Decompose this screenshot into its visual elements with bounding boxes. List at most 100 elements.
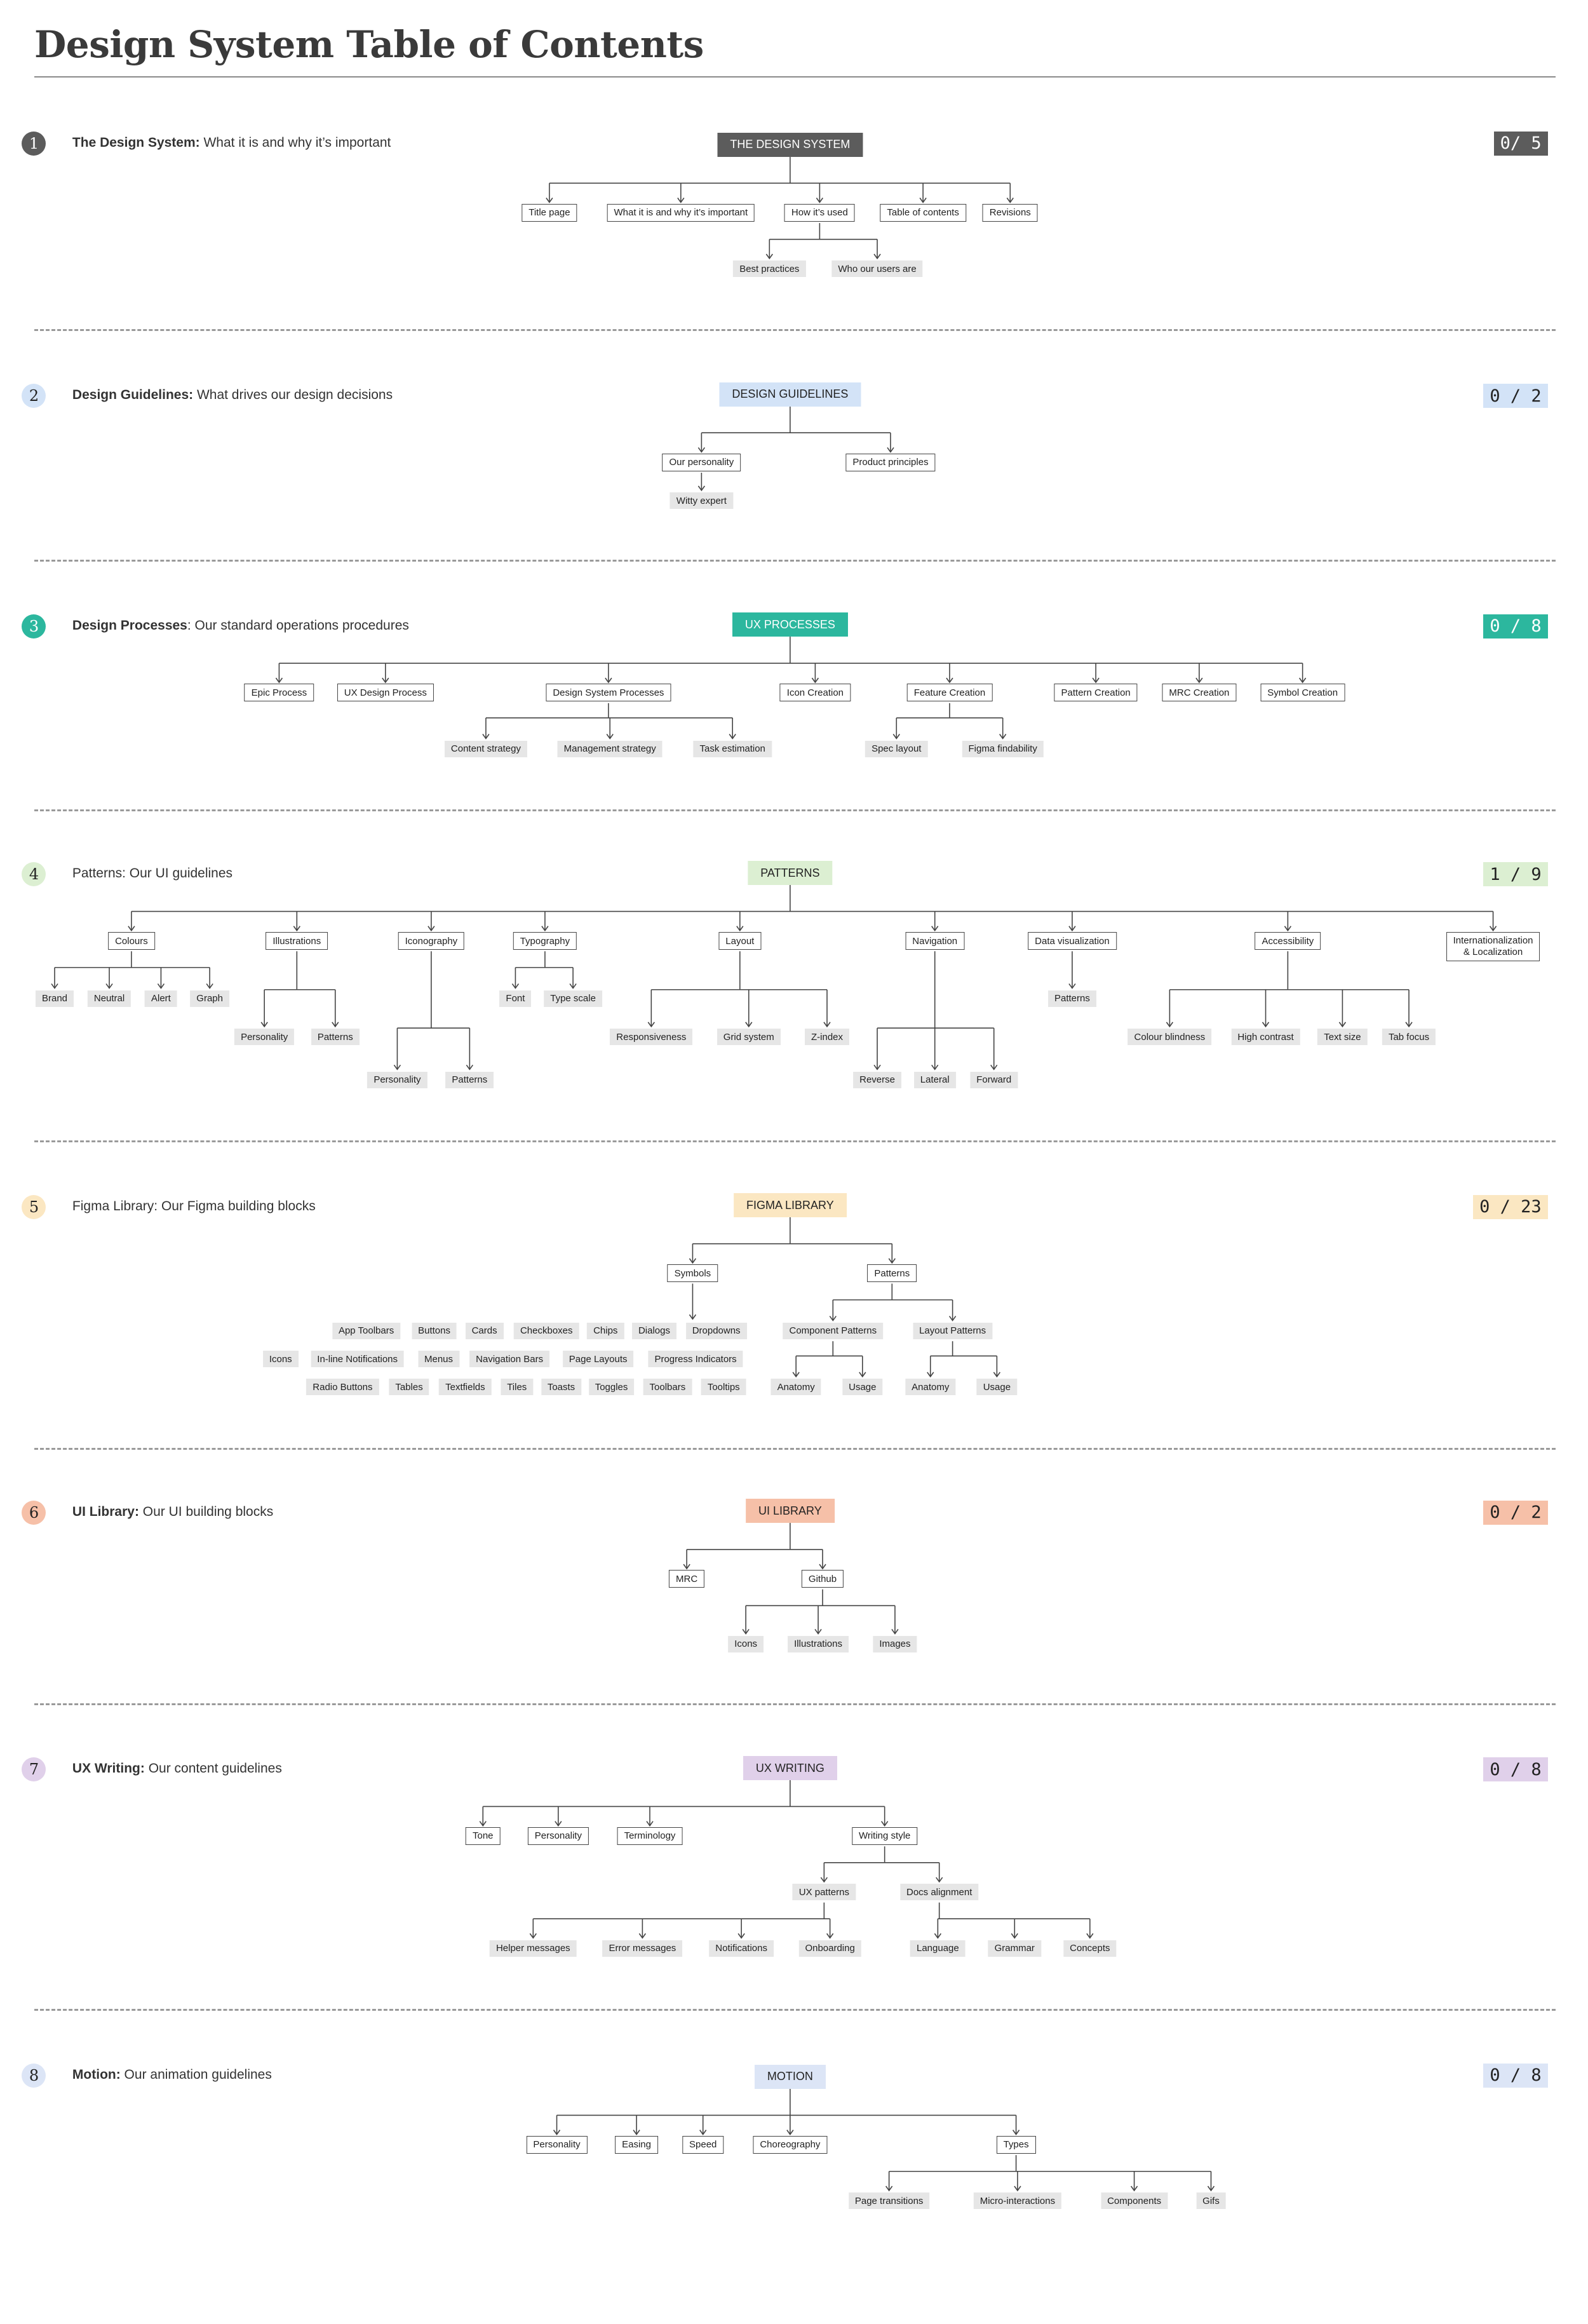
arrow-head xyxy=(891,1628,899,1635)
section-number-badge: 8 xyxy=(22,2063,46,2088)
section-number-badge: 5 xyxy=(22,1194,46,1219)
section-number-badge: 4 xyxy=(22,862,46,887)
arrow-head xyxy=(157,983,165,989)
tree-leaf: Personality xyxy=(367,1071,427,1088)
arrow-head xyxy=(990,1064,998,1071)
tree-leaf: Alert xyxy=(145,990,177,1007)
arrow-head xyxy=(931,926,939,932)
arrow-head xyxy=(569,983,577,989)
arrow-head xyxy=(729,734,736,740)
tree-root: UI LIBRARY xyxy=(746,1499,835,1523)
arrow-head xyxy=(638,1933,647,1939)
arrow-head xyxy=(293,926,300,932)
section-title: The Design System: What it is and why it… xyxy=(72,135,391,151)
arrow-head xyxy=(948,1316,957,1321)
arrow-head xyxy=(887,447,894,453)
arrow-head xyxy=(934,1933,942,1939)
arrow-head xyxy=(826,1933,834,1939)
progress-count: 0 / 2 xyxy=(1483,384,1548,409)
arrow-head xyxy=(999,734,1007,740)
arrow-head xyxy=(1284,926,1292,932)
arrow-head xyxy=(105,983,113,989)
section-number-badge: 2 xyxy=(22,384,46,409)
section-divider xyxy=(34,1703,1556,1705)
arrow-head xyxy=(553,2130,561,2136)
tree-leaf: In-line Notifications xyxy=(311,1351,405,1367)
tree-leaf: Personality xyxy=(234,1029,295,1046)
arrow-head xyxy=(1068,926,1076,932)
tree-node: Navigation xyxy=(905,932,965,950)
arrow-head xyxy=(1195,677,1203,684)
tree-leaf: Task estimation xyxy=(693,740,772,757)
progress-count: 0 / 8 xyxy=(1483,1757,1548,1782)
tree-leaf: Layout Patterns xyxy=(913,1322,993,1339)
tree-leaf: Helper messages xyxy=(489,1940,577,1957)
tree-leaf: Icons xyxy=(728,1635,764,1652)
arrow-head xyxy=(260,1022,268,1028)
section-divider xyxy=(34,2009,1556,2011)
tree-node: Iconography xyxy=(398,932,465,950)
tree-node: Design System Processes xyxy=(546,684,671,702)
tree-root: UX PROCESSES xyxy=(732,612,848,637)
arrow-head xyxy=(1014,2186,1021,2192)
arrow-head xyxy=(927,1372,934,1378)
arrow-head xyxy=(823,1022,831,1028)
arrow-head xyxy=(919,198,927,203)
arrow-head xyxy=(393,1064,401,1071)
section-title-bold: UX Writing: xyxy=(72,1761,145,1776)
arrow-head xyxy=(936,1877,943,1883)
tree-node: MRC Creation xyxy=(1162,684,1237,702)
tree-leaf: Who our users are xyxy=(831,260,923,278)
tree-leaf: Dialogs xyxy=(631,1322,676,1339)
arrow-head xyxy=(529,1933,537,1939)
tree-node: Terminology xyxy=(617,1827,683,1845)
tree-leaf: Textfields xyxy=(439,1379,492,1396)
tree-node: Epic Process xyxy=(244,684,314,702)
arrow-head xyxy=(479,1821,487,1827)
progress-count: 0 / 8 xyxy=(1483,2063,1548,2088)
tree-node: Internationalization & Localization xyxy=(1446,932,1540,962)
arrow-head xyxy=(427,926,435,932)
section-title-bold: Design Guidelines: xyxy=(72,388,194,403)
tree-node: Pattern Creation xyxy=(1054,684,1138,702)
tree-leaf: Tables xyxy=(389,1379,429,1396)
tree-leaf: Tiles xyxy=(501,1379,534,1396)
tree-node: Choreography xyxy=(753,2135,828,2154)
tree-node: Types xyxy=(996,2135,1036,2154)
tree-leaf: Type scale xyxy=(544,990,602,1007)
tree-root: MOTION xyxy=(754,2064,826,2089)
arrow-head xyxy=(546,198,553,203)
arrow-head xyxy=(765,253,773,260)
tree-node-label-wrap: Internationalization & Localization xyxy=(1453,935,1533,958)
tree-leaf: Toolbars xyxy=(643,1379,692,1396)
tree-node: How it’s used xyxy=(784,203,855,222)
section-title: Figma Library: Our Figma building blocks xyxy=(72,1199,316,1214)
arrow-head xyxy=(819,1564,826,1570)
tree-leaf: Best practices xyxy=(733,260,806,278)
tree-leaf: Buttons xyxy=(412,1322,457,1339)
page-title: Design System Table of Contents xyxy=(34,23,704,66)
arrow-head xyxy=(206,983,213,989)
section-title-text: What it is and why it’s important xyxy=(199,135,391,150)
section-title: Design Guidelines: What drives our desig… xyxy=(72,388,393,403)
section-title-text: Patterns: Our UI guidelines xyxy=(72,866,233,881)
section-title: Design Processes: Our standard operation… xyxy=(72,618,409,633)
section-divider xyxy=(34,329,1556,332)
arrow-head xyxy=(745,1022,753,1028)
arrow-head xyxy=(1092,677,1100,684)
tree-leaf: Checkboxes xyxy=(513,1322,579,1339)
arrow-head xyxy=(555,1821,562,1827)
arrow-head xyxy=(699,2130,707,2136)
arrow-head xyxy=(1405,1022,1413,1028)
tree-leaf: Images xyxy=(873,1635,917,1652)
progress-count: 0/ 5 xyxy=(1493,131,1548,156)
arrow-head xyxy=(737,1933,745,1939)
tree-leaf: Colour blindness xyxy=(1127,1029,1212,1046)
title-rule xyxy=(34,76,1556,78)
section-number-badge: 7 xyxy=(22,1757,46,1782)
tree-leaf: Concepts xyxy=(1063,1940,1117,1957)
tree-node: Easing xyxy=(615,2135,658,2154)
tree-node: MRC xyxy=(669,1570,705,1588)
tree-leaf: Tooltips xyxy=(701,1379,746,1396)
tree-leaf: Icons xyxy=(262,1351,299,1367)
